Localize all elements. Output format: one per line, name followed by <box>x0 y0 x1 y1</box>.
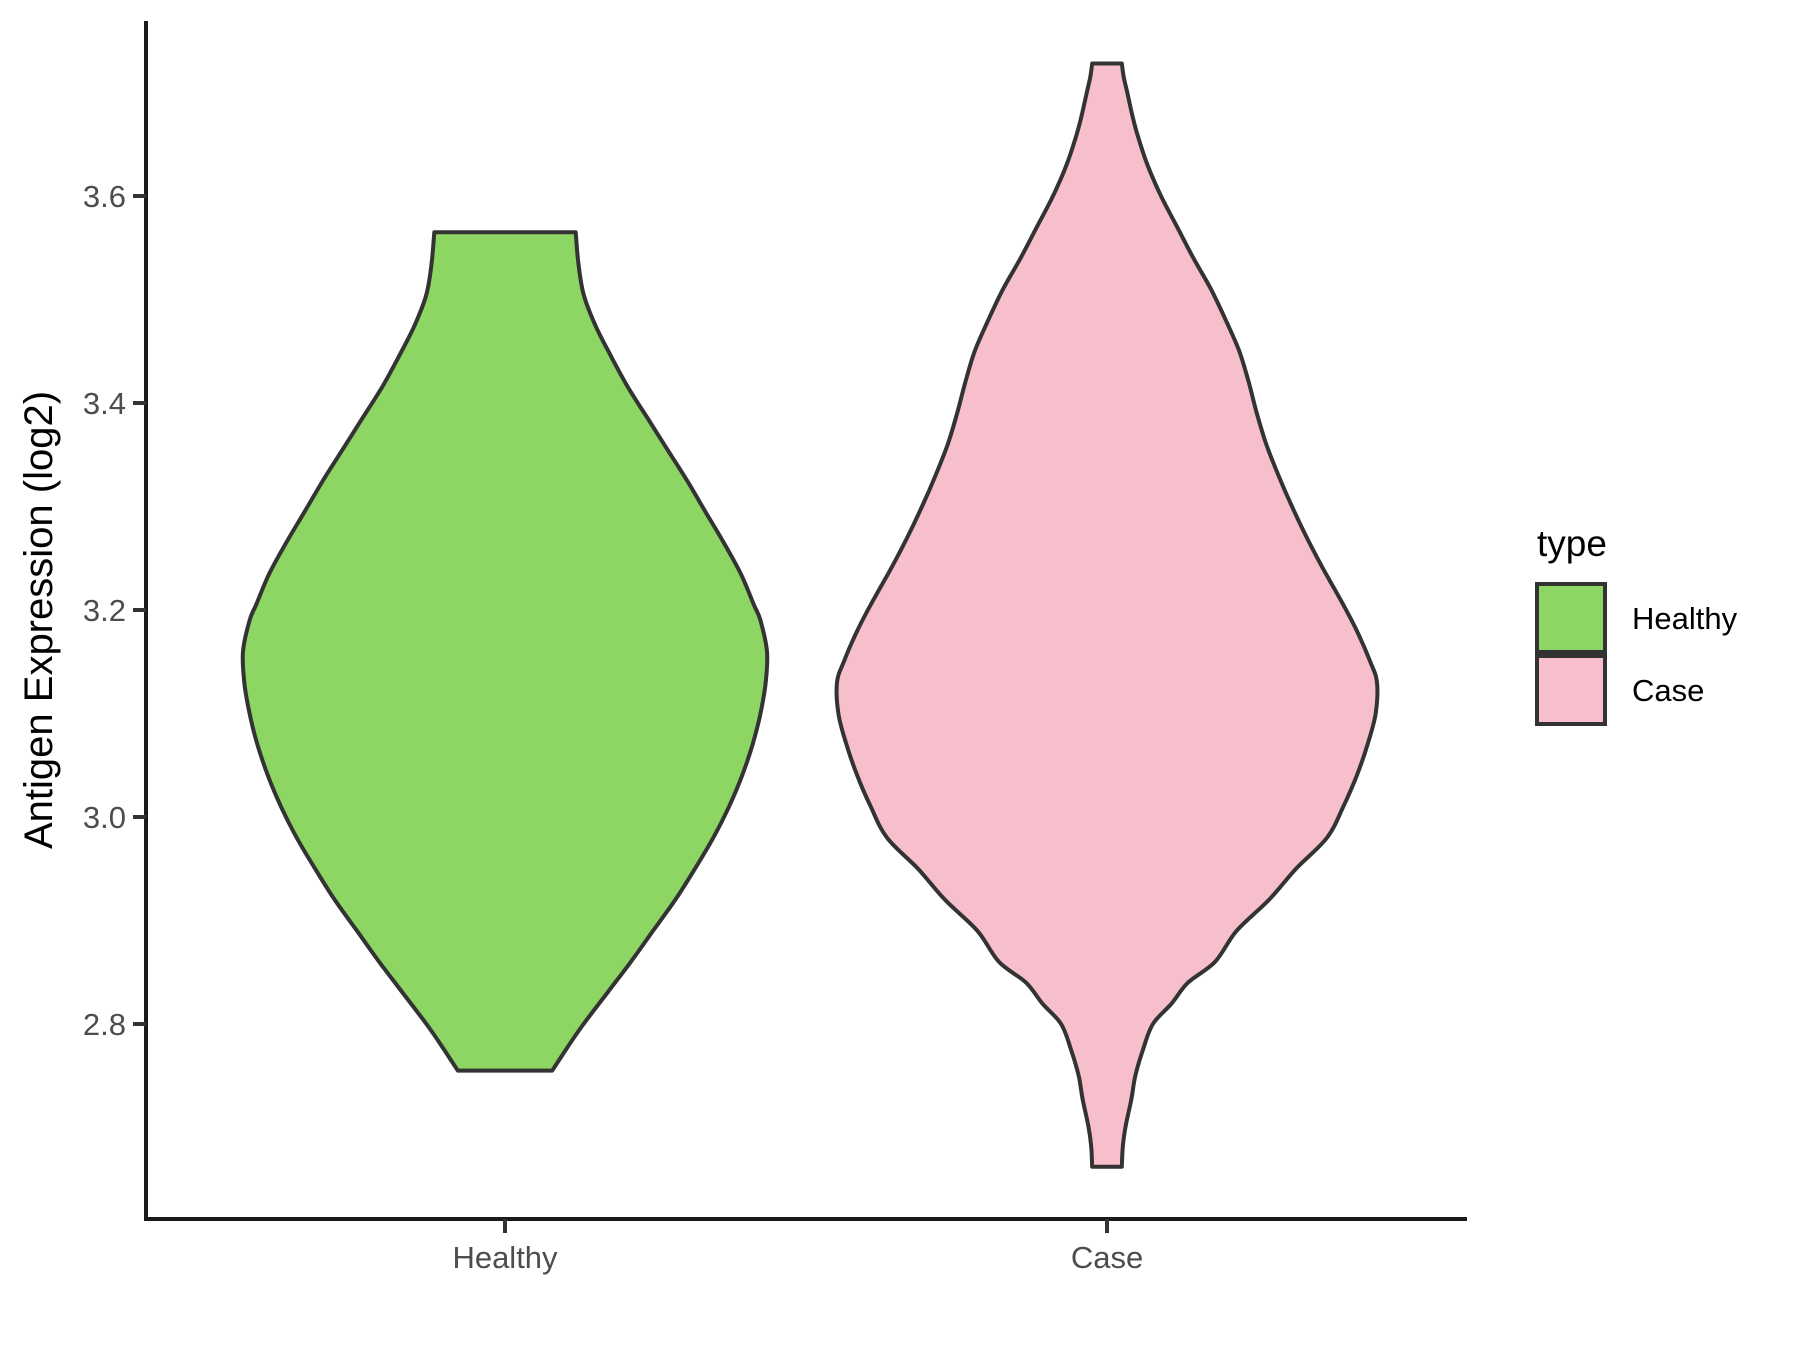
y-tick-label-3.2: 3.2 <box>83 593 126 628</box>
legend-key-healthy <box>1535 582 1607 654</box>
x-tick-label-healthy: Healthy <box>452 1240 558 1275</box>
legend-key-case <box>1535 654 1607 726</box>
legend-label-healthy: Healthy <box>1632 601 1738 636</box>
violin-healthy <box>240 230 770 1073</box>
y-tick-label-2.8: 2.8 <box>83 1007 126 1042</box>
violin-case <box>834 61 1380 1169</box>
legend-title: type <box>1537 523 1607 564</box>
legend-group: type Healthy Case <box>1535 523 1738 726</box>
y-tick-label-3.4: 3.4 <box>83 386 126 421</box>
y-tick-label-3.0: 3.0 <box>83 800 126 835</box>
y-tick-label-3.6: 3.6 <box>83 179 126 214</box>
y-axis-title: Antigen Expression (log2) <box>17 391 61 849</box>
axes-group: 3.6 3.4 3.2 3.0 2.8 Healthy Case Antigen… <box>17 21 1467 1275</box>
x-tick-label-case: Case <box>1071 1240 1143 1275</box>
legend-label-case: Case <box>1632 673 1704 708</box>
violins-group <box>240 61 1380 1169</box>
